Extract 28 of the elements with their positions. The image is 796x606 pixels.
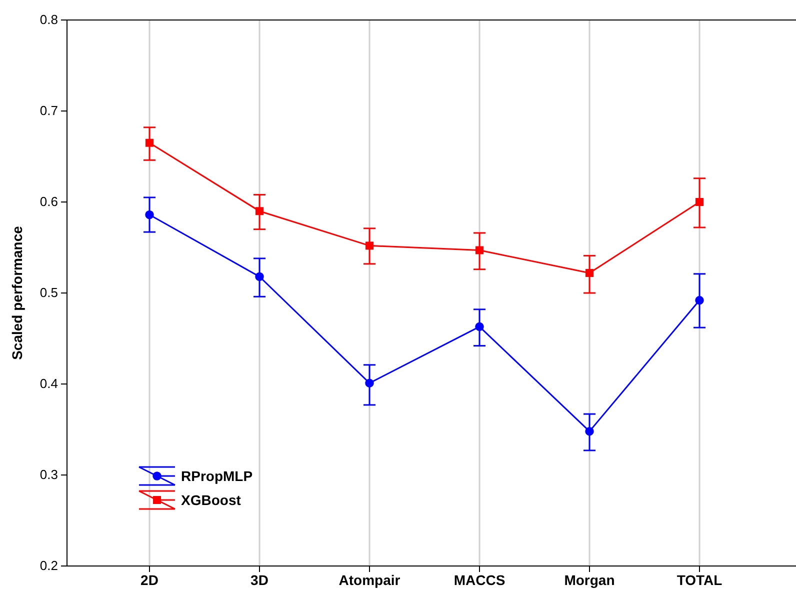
x-tick-label: Morgan <box>564 572 615 588</box>
x-tick-label: Atompair <box>338 572 401 588</box>
point <box>476 246 484 254</box>
y-tick-label: 0.7 <box>40 103 58 118</box>
x-tick-label: TOTAL <box>676 572 723 588</box>
y-tick-label: 0.4 <box>40 376 58 392</box>
point <box>146 138 154 147</box>
point <box>145 210 154 220</box>
x-tick-label: 3D <box>250 572 268 588</box>
point <box>255 272 264 281</box>
y-tick-label: 0.6 <box>40 194 58 210</box>
point <box>696 198 704 206</box>
point <box>365 378 374 388</box>
point <box>585 426 594 436</box>
y-axis-title: Scaled performance <box>9 226 25 360</box>
point <box>475 322 484 332</box>
y-tick-label: 0.3 <box>40 467 58 482</box>
point <box>695 296 704 305</box>
y-tick-label: 0.2 <box>40 558 58 574</box>
legend-label: RPropMLP <box>181 468 253 484</box>
x-tick-label: MACCS <box>454 572 506 588</box>
point <box>366 242 374 250</box>
point <box>256 207 264 216</box>
y-tick-label: 0.8 <box>40 12 58 28</box>
legend-label: XGBoost <box>181 492 242 508</box>
point <box>586 268 594 277</box>
y-tick-label: 0.5 <box>40 285 58 300</box>
x-tick-label: 2D <box>140 572 158 588</box>
